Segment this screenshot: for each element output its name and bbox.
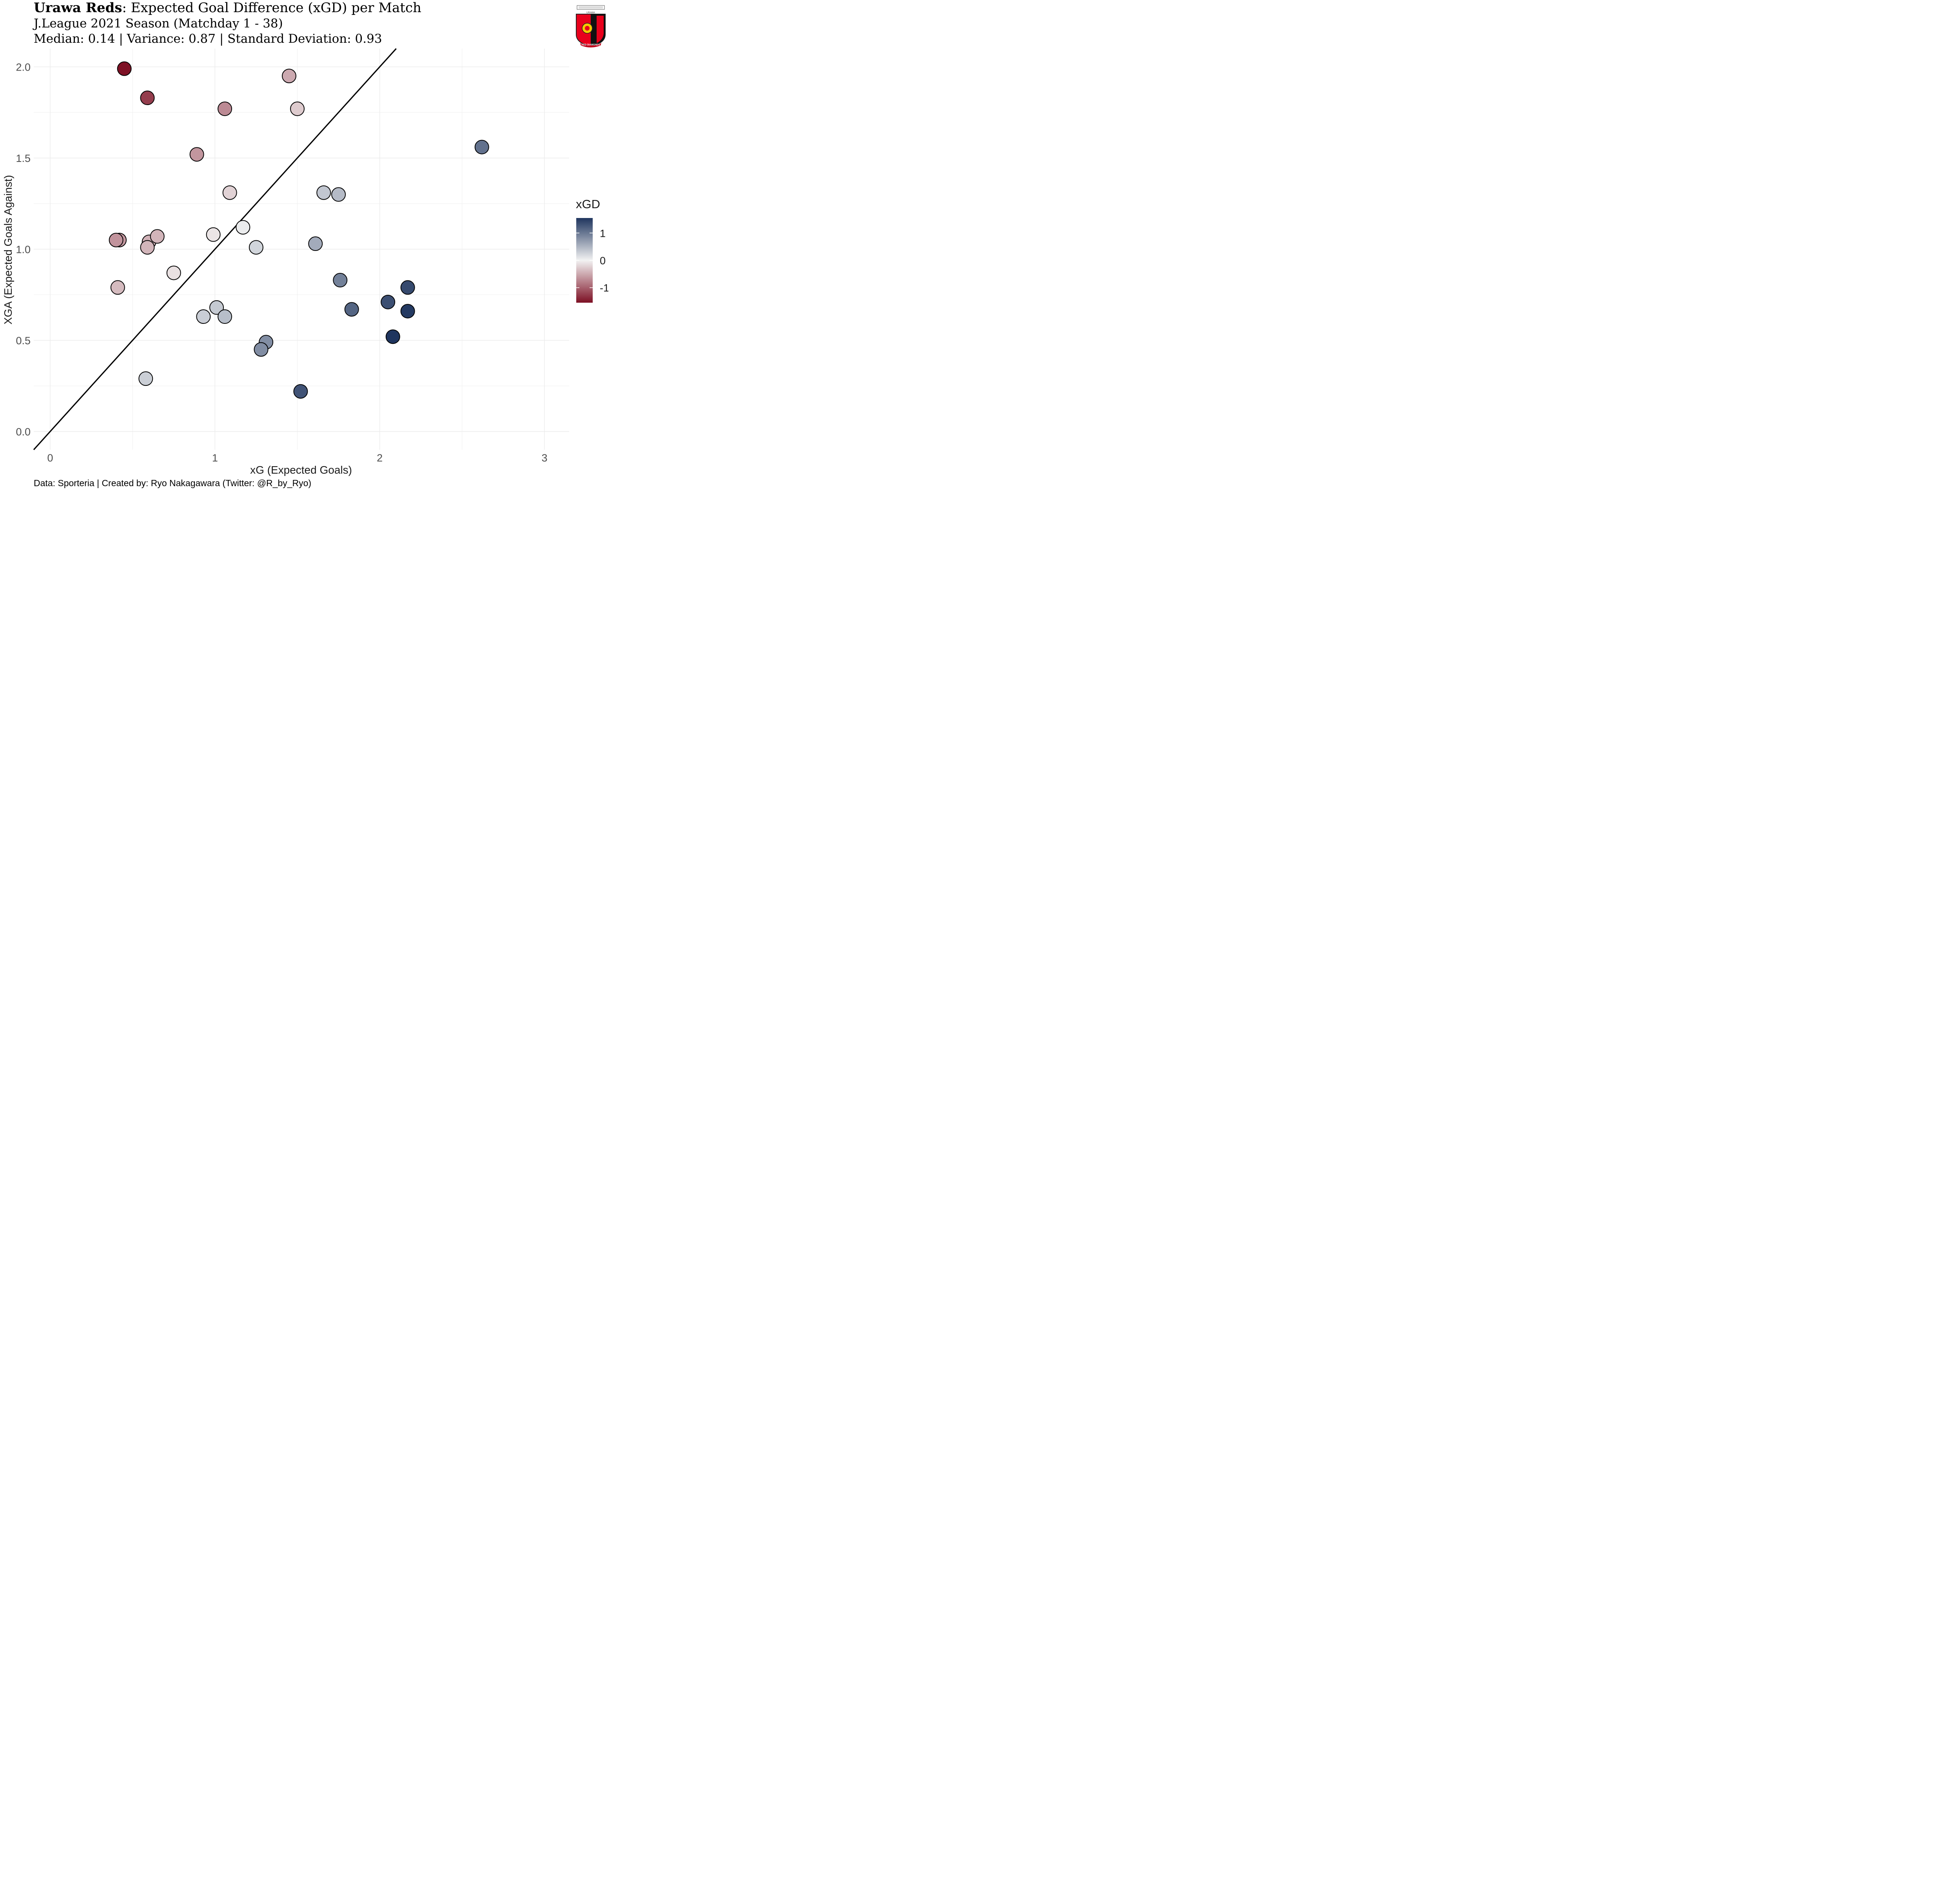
data-point: [400, 304, 415, 319]
data-point: [189, 147, 204, 162]
data-point: [109, 233, 123, 247]
data-point: [249, 240, 263, 255]
y-tick-label: 1.5: [16, 153, 31, 164]
x-tick-label: 0: [47, 452, 53, 464]
data-point: [206, 227, 221, 242]
data-point: [474, 140, 489, 154]
chart-title-rest: : Expected Goal Difference (xGD) per Mat…: [122, 0, 421, 16]
data-point: [236, 220, 250, 235]
data-point: [308, 236, 323, 251]
data-point: [293, 384, 308, 399]
x-tick-label: 3: [541, 452, 547, 464]
scatter-chart: 0 1 2 3 0.0 0.5 1.0 1.5 2.0 xG (Expected Goals)…: [2, 48, 608, 476]
data-point: [218, 309, 232, 324]
data-point: [209, 300, 224, 315]
x-tick-label: 2: [377, 452, 383, 464]
data-point: [254, 342, 269, 357]
data-point: [117, 61, 132, 76]
data-point: [150, 229, 165, 244]
data-point: [218, 101, 232, 116]
legend-title: xGD: [576, 197, 600, 211]
data-point: [381, 294, 396, 309]
data-point: [333, 273, 348, 288]
data-points: [109, 61, 489, 399]
y-tick-label: 0.5: [16, 335, 31, 347]
data-point: [222, 185, 237, 200]
data-point: [281, 69, 296, 84]
data-point: [166, 265, 181, 280]
data-point: [196, 309, 211, 324]
x-axis-ticks: 0 1 2 3: [47, 452, 548, 464]
legend-tick-label: 1: [600, 227, 606, 239]
data-point: [400, 280, 415, 295]
reference-line-layer: [33, 48, 397, 451]
logo-top-text: URAWA: [586, 12, 595, 14]
data-point: [140, 91, 155, 105]
legend: xGD 1 0 -1: [576, 197, 608, 303]
chart-subtitle-season: J.League 2021 Season (Matchday 1 - 38): [34, 16, 283, 31]
legend-tick-label: 0: [600, 255, 606, 267]
reference-line-y-equals-x: [33, 48, 397, 451]
data-point: [138, 371, 153, 386]
data-point: [316, 185, 331, 200]
data-point: [331, 187, 346, 202]
data-point: [140, 240, 155, 255]
x-tick-label: 1: [212, 452, 218, 464]
caption: Data: Sporteria | Created by: Ryo Nakaga…: [34, 478, 312, 488]
legend-tick-label: -1: [600, 282, 608, 294]
chart-title-team: Urawa Reds: [34, 0, 122, 16]
data-point: [290, 101, 305, 116]
y-tick-label: 0.0: [16, 426, 31, 438]
y-tick-label: 1.0: [16, 244, 31, 256]
x-axis-label: xG (Expected Goals): [250, 464, 352, 476]
chart-subtitle-stats: Median: 0.14 | Variance: 0.87 | Standard…: [34, 32, 382, 46]
y-axis-ticks: 0.0 0.5 1.0 1.5 2.0: [16, 62, 31, 438]
data-point: [344, 302, 359, 317]
data-point: [385, 329, 400, 344]
chart-title: Urawa Reds: Expected Goal Difference (xG…: [34, 0, 421, 16]
logo-bottom-text: RED DIAMONDS: [581, 44, 600, 46]
y-tick-label: 2.0: [16, 62, 31, 73]
y-axis-label: XGA (Expected Goals Against): [2, 175, 14, 324]
urawa-reds-crest-icon: URAWA RED DIAMONDS: [576, 5, 606, 47]
data-point: [110, 280, 125, 295]
